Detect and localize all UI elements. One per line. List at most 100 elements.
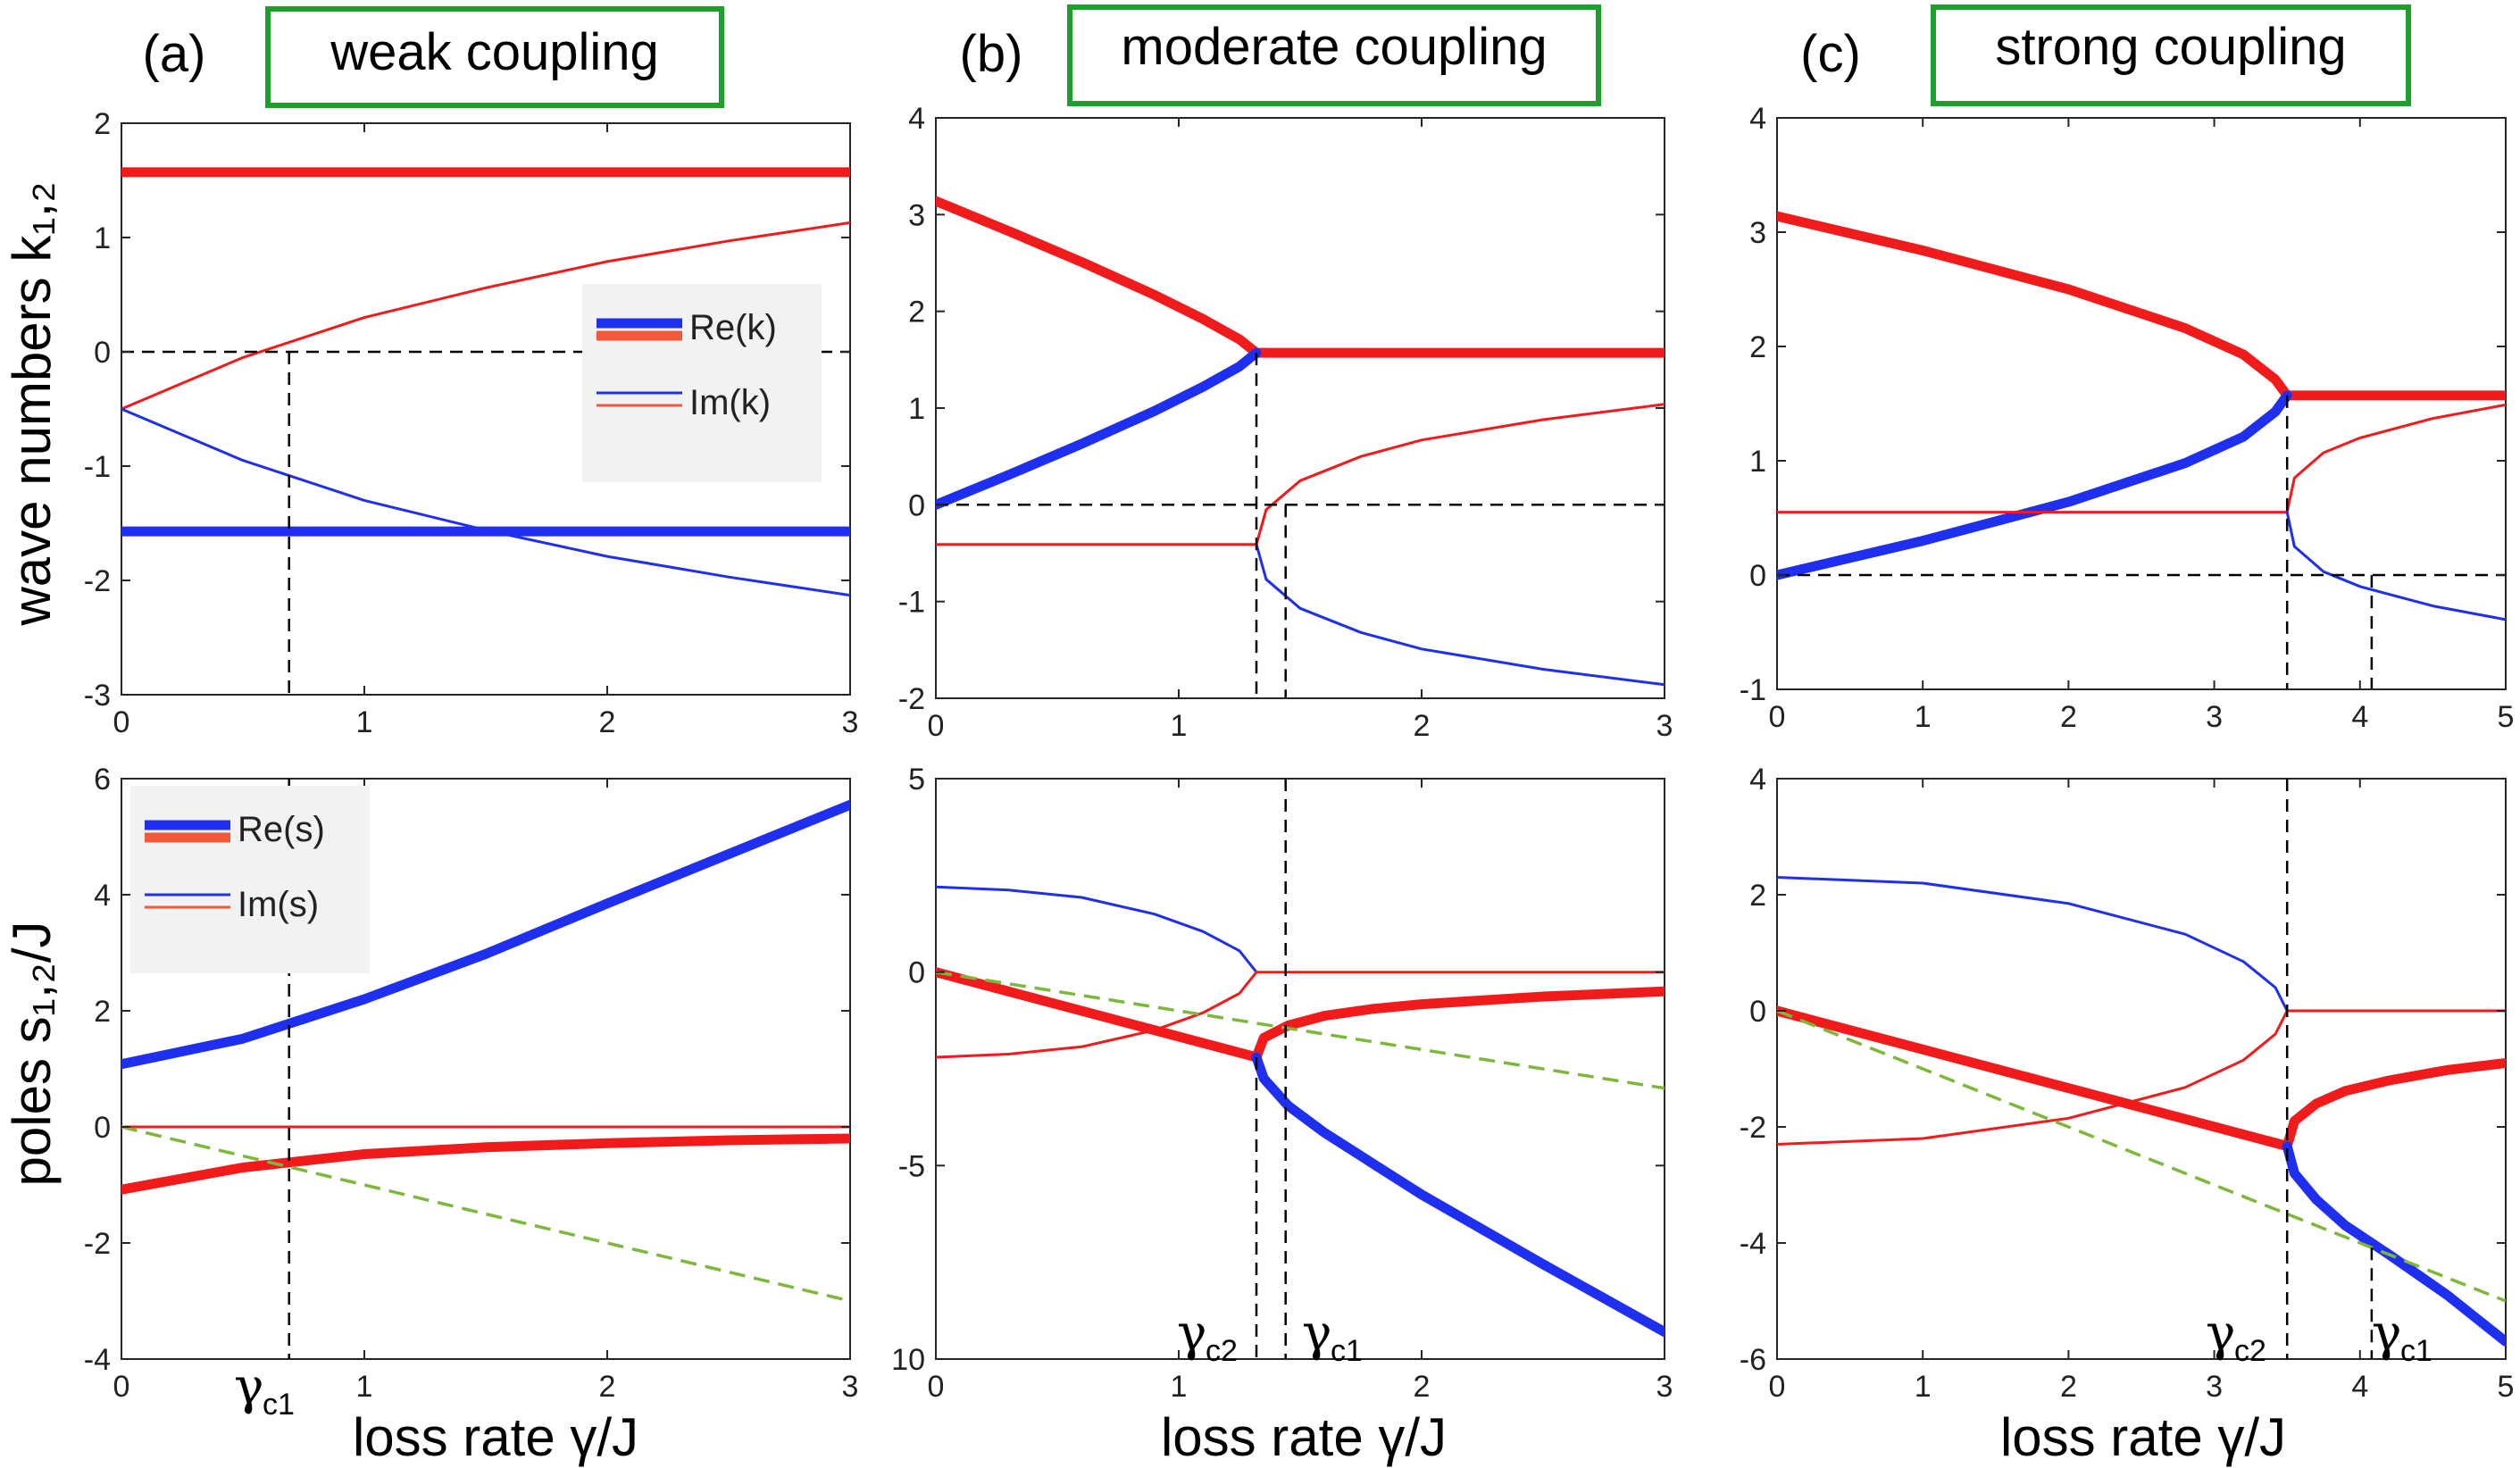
panel-c-title: strong coupling bbox=[1995, 18, 2346, 76]
axes-frame-c-wavenumbers bbox=[1776, 117, 2507, 690]
legend-bg-top bbox=[582, 284, 822, 482]
series-c-poles-res-blue-5 bbox=[2282, 1141, 2506, 1347]
ytick-label-b-poles-0: 10 bbox=[891, 1343, 925, 1377]
xtick-label-b-wavenumbers-0: 0 bbox=[928, 709, 945, 743]
series-b-wavenumbers-imk-blue-5 bbox=[1255, 543, 1665, 687]
xtick-label-c-poles-3: 3 bbox=[2206, 1370, 2223, 1404]
series-b-poles-res-blue-5 bbox=[1251, 1052, 1665, 1338]
ytick-label-c-poles-3: 0 bbox=[1749, 995, 1766, 1029]
xtick-label-b-poles-3: 3 bbox=[1656, 1370, 1673, 1404]
panel-c-label: (c) bbox=[1800, 25, 1861, 83]
ylabel-top: wave numbers k₁,₂ bbox=[2, 181, 62, 626]
xtick-label-b-poles-1: 1 bbox=[1171, 1370, 1188, 1404]
series-c-wavenumbers-imk-red-4 bbox=[2285, 403, 2506, 514]
ytick-label-c-poles-1: -4 bbox=[1740, 1227, 1766, 1261]
xtick-label-a-poles-3: 3 bbox=[842, 1370, 859, 1404]
gamma-c2-b-subscript: c2 bbox=[1206, 1334, 1238, 1368]
ytick-label-c-wavenumbers-3: 2 bbox=[1749, 330, 1766, 364]
panel-b-label: (b) bbox=[960, 25, 1023, 83]
series-c-poles-ims-blue-0 bbox=[1777, 876, 2289, 1013]
ytick-label-b-wavenumbers-3: 1 bbox=[908, 392, 925, 426]
gamma-c2-b: γc2 bbox=[1177, 1305, 1238, 1368]
ytick-label-b-poles-3: 5 bbox=[908, 763, 925, 797]
series-b-wavenumbers-rek-red-0 bbox=[936, 196, 1262, 358]
gamma-c2-c-symbol: γ bbox=[2206, 1305, 2235, 1363]
series-a-wavenumbers-imk-blue-3 bbox=[121, 407, 850, 597]
title-box-b bbox=[1067, 4, 1601, 106]
title-box-c bbox=[1931, 4, 2411, 106]
xtick-label-c-poles-2: 2 bbox=[2060, 1370, 2077, 1404]
gamma-c1-b-symbol: γ bbox=[1302, 1305, 1331, 1363]
gamma-c1-b: γc1 bbox=[1302, 1305, 1363, 1368]
ytick-label-a-wavenumbers-5: 2 bbox=[94, 107, 111, 141]
xtick-label-c-poles-0: 0 bbox=[1769, 1370, 1786, 1404]
legend-im-label-top: Im(k) bbox=[689, 383, 771, 422]
xtick-label-a-wavenumbers-3: 3 bbox=[842, 705, 859, 739]
axes-frame-b-wavenumbers bbox=[935, 117, 1665, 699]
xlabel-a: loss rate γ/J bbox=[353, 1407, 638, 1467]
gamma-c1-c-symbol: γ bbox=[2372, 1305, 2401, 1363]
xtick-label-a-poles-1: 1 bbox=[356, 1370, 373, 1404]
series-a-poles-res-red-1 bbox=[121, 1133, 850, 1195]
gamma-c1-c-subscript: c1 bbox=[2400, 1334, 2432, 1368]
series-b-wavenumbers-imk-red-4 bbox=[1255, 403, 1665, 546]
ytick-label-a-poles-5: 6 bbox=[94, 763, 111, 797]
ytick-label-b-wavenumbers-5: 3 bbox=[908, 198, 925, 232]
gamma-c1-c: γc1 bbox=[2372, 1305, 2432, 1368]
ytick-label-a-poles-1: -2 bbox=[84, 1227, 111, 1261]
series-b-poles-res-red-4 bbox=[1251, 986, 1665, 1063]
series-b-poles-ims-blue-0 bbox=[936, 885, 1258, 974]
legend-re-label-bottom: Re(s) bbox=[238, 810, 325, 849]
ytick-label-b-wavenumbers-4: 2 bbox=[908, 296, 925, 329]
series-b-poles-res-red-3 bbox=[936, 967, 1262, 1063]
ytick-label-b-poles-1: -5 bbox=[898, 1149, 925, 1183]
legends-layer: Re(k) Im(k) Re(s) Im(s) bbox=[130, 284, 822, 973]
xtick-label-b-wavenumbers-2: 2 bbox=[1414, 709, 1431, 743]
panel-a-title: weak coupling bbox=[330, 23, 659, 81]
series-a-wavenumbers-imk-red-2 bbox=[121, 221, 850, 411]
axes-frame-c-poles bbox=[1776, 778, 2507, 1360]
ytick-label-c-wavenumbers-1: 0 bbox=[1749, 559, 1766, 593]
gamma-c2-c-subscript: c2 bbox=[2234, 1334, 2266, 1368]
series-a-poles-res-blue-0 bbox=[121, 799, 850, 1070]
xtick-label-c-wavenumbers-2: 2 bbox=[2060, 700, 2077, 734]
ytick-label-c-wavenumbers-0: -1 bbox=[1740, 673, 1766, 707]
legend-im-label-bottom: Im(s) bbox=[238, 885, 319, 924]
ytick-label-a-poles-4: 4 bbox=[94, 879, 111, 913]
series-c-poles-res-red-3 bbox=[1777, 1005, 2292, 1151]
xtick-label-c-poles-4: 4 bbox=[2351, 1370, 2368, 1404]
xlabel-b: loss rate γ/J bbox=[1161, 1407, 1447, 1467]
xtick-label-c-wavenumbers-4: 4 bbox=[2351, 700, 2368, 734]
ytick-label-b-wavenumbers-0: -2 bbox=[898, 682, 925, 716]
panel-b-title: moderate coupling bbox=[1121, 18, 1547, 76]
axes-b-wavenumbers: 0 1 2 3 -2 -1 0 1 2 3 4 bbox=[898, 102, 1673, 743]
panel-a-label: (a) bbox=[143, 25, 206, 83]
ytick-label-a-poles-0: -4 bbox=[84, 1343, 111, 1377]
ytick-label-b-wavenumbers-2: 0 bbox=[908, 488, 925, 522]
gamma-c1-a-subscript: c1 bbox=[263, 1388, 295, 1422]
ytick-label-c-poles-2: -2 bbox=[1740, 1111, 1766, 1145]
ytick-label-c-wavenumbers-2: 1 bbox=[1749, 445, 1766, 479]
gamma-c1-a: γc1 bbox=[234, 1358, 295, 1422]
xtick-label-b-wavenumbers-3: 3 bbox=[1656, 709, 1673, 743]
ytick-label-c-poles-5: 4 bbox=[1749, 763, 1766, 797]
xtick-label-c-poles-5: 5 bbox=[2498, 1370, 2515, 1404]
ytick-label-a-wavenumbers-2: -1 bbox=[84, 450, 111, 484]
legend-re-label-top: Re(k) bbox=[689, 308, 777, 347]
legend-top: Re(k) Im(k) bbox=[582, 284, 822, 482]
xtick-label-c-wavenumbers-5: 5 bbox=[2498, 700, 2515, 734]
series-c-poles-res-red-4 bbox=[2282, 1058, 2506, 1151]
ytick-label-a-wavenumbers-0: -3 bbox=[84, 679, 111, 713]
ytick-label-a-poles-3: 2 bbox=[94, 995, 111, 1029]
ytick-label-a-wavenumbers-1: -2 bbox=[84, 564, 111, 598]
legend-bg-bottom bbox=[130, 786, 370, 973]
xtick-label-b-poles-2: 2 bbox=[1414, 1370, 1431, 1404]
legend-bottom: Re(s) Im(s) bbox=[130, 786, 370, 973]
xtick-label-b-poles-0: 0 bbox=[928, 1370, 945, 1404]
ytick-label-b-wavenumbers-6: 4 bbox=[908, 102, 925, 136]
title-box-a bbox=[265, 6, 724, 108]
xtick-label-c-poles-1: 1 bbox=[1915, 1370, 1932, 1404]
xtick-label-b-wavenumbers-1: 1 bbox=[1171, 709, 1188, 743]
